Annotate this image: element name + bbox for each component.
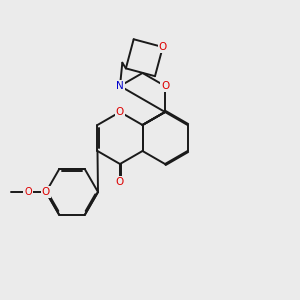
Text: O: O xyxy=(116,177,124,187)
Text: O: O xyxy=(24,187,32,197)
Text: O: O xyxy=(116,107,124,117)
Text: O: O xyxy=(42,187,50,197)
Text: O: O xyxy=(159,42,167,52)
Text: O: O xyxy=(161,81,169,91)
Text: N: N xyxy=(116,81,124,91)
